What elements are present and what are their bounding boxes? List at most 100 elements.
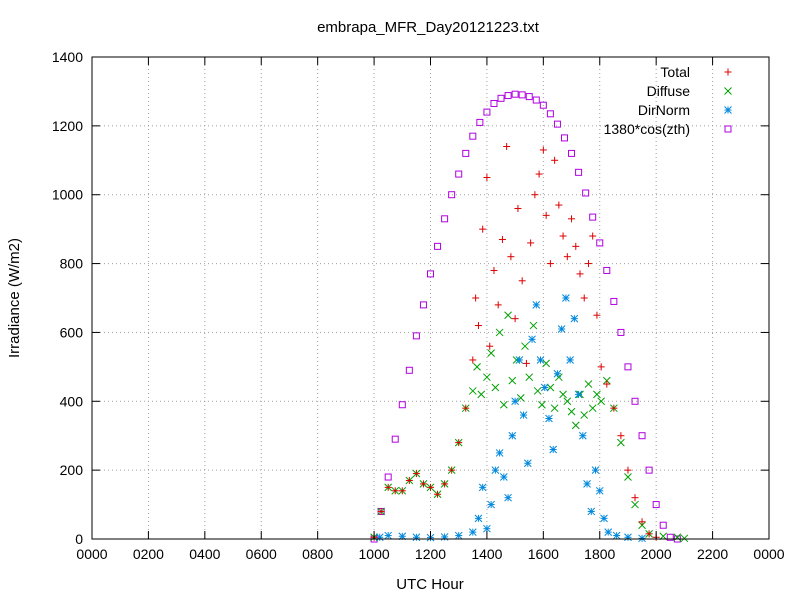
data-point — [603, 380, 611, 388]
x-tick-label: 2200 — [697, 546, 728, 562]
data-point — [479, 225, 487, 233]
data-point — [486, 342, 494, 350]
data-point — [462, 149, 470, 157]
x-tick-label: 1400 — [471, 546, 502, 562]
data-point — [553, 369, 562, 378]
axes: 0000 0200 0400 0600 0800 1000 1200 1400 1600 1800… — [52, 49, 785, 562]
data-point — [595, 486, 604, 495]
data-point — [589, 213, 597, 221]
data-point — [487, 500, 496, 509]
grid — [92, 57, 769, 539]
data-point — [419, 301, 427, 309]
data-point — [542, 211, 550, 219]
data-point — [516, 393, 525, 402]
data-point — [384, 483, 392, 491]
y-tick-label: 0 — [75, 531, 83, 547]
data-point — [476, 118, 484, 126]
data-point — [624, 363, 632, 371]
legend-label: Total — [660, 64, 690, 80]
data-point — [536, 356, 545, 364]
data-point — [521, 342, 529, 351]
data-point — [553, 120, 561, 128]
data-point — [412, 332, 420, 340]
y-tick-label: 1000 — [52, 187, 83, 203]
data-point — [546, 260, 554, 268]
data-point — [532, 301, 541, 309]
data-point — [580, 411, 589, 419]
data-point — [546, 383, 555, 392]
data-point — [504, 92, 512, 100]
data-point — [589, 232, 597, 240]
data-point — [563, 397, 572, 406]
data-point — [610, 404, 618, 412]
x-tick-label: 0200 — [133, 546, 164, 562]
legend: Total Diffuse DirNorm 1380*cos(zth) — [604, 64, 732, 137]
data-point — [504, 493, 512, 502]
data-point — [624, 473, 632, 481]
data-point — [462, 404, 470, 412]
legend-label: 1380*cos(zth) — [604, 121, 690, 137]
data-point — [391, 435, 399, 443]
data-point — [515, 356, 524, 364]
x-axis-title: UTC Hour — [396, 576, 464, 593]
data-point — [539, 146, 547, 154]
data-point — [494, 301, 502, 309]
legend-marker — [724, 106, 732, 114]
data-point — [638, 518, 646, 526]
data-point — [533, 387, 542, 395]
data-point — [546, 110, 554, 118]
data-point — [603, 266, 611, 274]
x-tick-label: 1800 — [584, 546, 615, 562]
data-point — [617, 328, 625, 336]
data-point — [567, 407, 576, 416]
data-point — [525, 93, 533, 101]
data-point — [560, 134, 568, 142]
data-point — [473, 363, 481, 371]
legend-marker — [724, 68, 732, 76]
data-point — [550, 404, 559, 413]
data-point — [448, 466, 456, 474]
data-point — [645, 466, 653, 474]
data-point — [504, 311, 512, 320]
data-point — [434, 242, 442, 250]
data-point — [469, 356, 477, 364]
data-point — [434, 490, 442, 498]
data-point — [593, 390, 601, 399]
data-point — [532, 96, 540, 104]
x-tick-label: 0400 — [189, 546, 220, 562]
data-point — [518, 277, 526, 285]
data-point — [507, 253, 515, 261]
data-point — [398, 487, 406, 495]
data-point — [587, 507, 596, 516]
data-point — [562, 294, 570, 302]
data-point — [557, 325, 566, 333]
legend-label: DirNorm — [638, 102, 690, 118]
data-point — [523, 459, 532, 468]
data-point — [545, 414, 553, 423]
data-point — [384, 473, 392, 481]
data-point — [508, 376, 517, 385]
data-point — [511, 90, 519, 98]
data-point — [597, 363, 605, 371]
data-point — [490, 99, 498, 107]
x-tick-label: 1000 — [359, 546, 390, 562]
data-point — [487, 349, 496, 357]
data-point — [454, 531, 463, 540]
series-0 — [370, 143, 660, 541]
y-tick-label: 1400 — [52, 49, 83, 65]
data-point — [455, 439, 463, 447]
y-tick-label: 200 — [60, 462, 84, 478]
data-point — [582, 189, 590, 197]
data-point — [511, 315, 519, 323]
legend-marker — [724, 87, 732, 95]
data-point — [455, 170, 463, 178]
data-point — [571, 421, 580, 430]
data-point — [604, 528, 613, 536]
series-2 — [375, 294, 646, 543]
data-point — [518, 91, 526, 99]
data-point — [540, 383, 549, 392]
data-point — [472, 294, 480, 302]
data-point — [638, 534, 646, 543]
data-point — [584, 260, 592, 268]
data-point — [542, 359, 551, 368]
